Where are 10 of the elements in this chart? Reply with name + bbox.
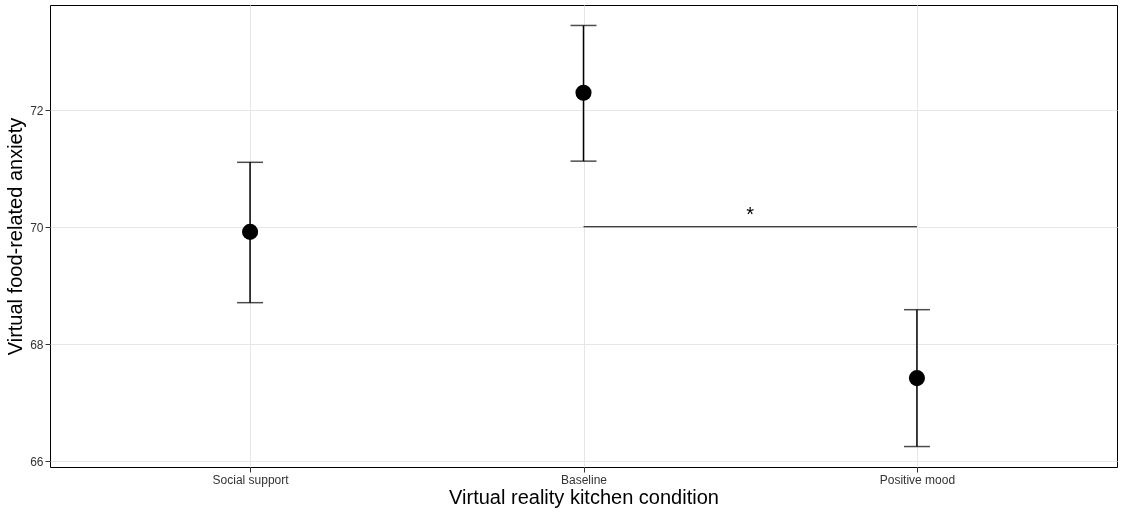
x-tick-label: Social support bbox=[212, 472, 290, 487]
annotation: * bbox=[746, 202, 755, 225]
x-axis-title: Virtual reality kitchen condition bbox=[449, 485, 719, 508]
y-axis-title: Virtual food-related anxiety bbox=[4, 117, 27, 356]
y-tick-label: 68 bbox=[30, 337, 44, 352]
x-tick-label: Baseline bbox=[560, 472, 608, 487]
y-tick-label: 70 bbox=[30, 220, 44, 235]
x-tick-label: Positive mood bbox=[879, 472, 956, 487]
y-tick-label: 66 bbox=[30, 454, 44, 469]
y-tick-label: 72 bbox=[30, 103, 44, 118]
